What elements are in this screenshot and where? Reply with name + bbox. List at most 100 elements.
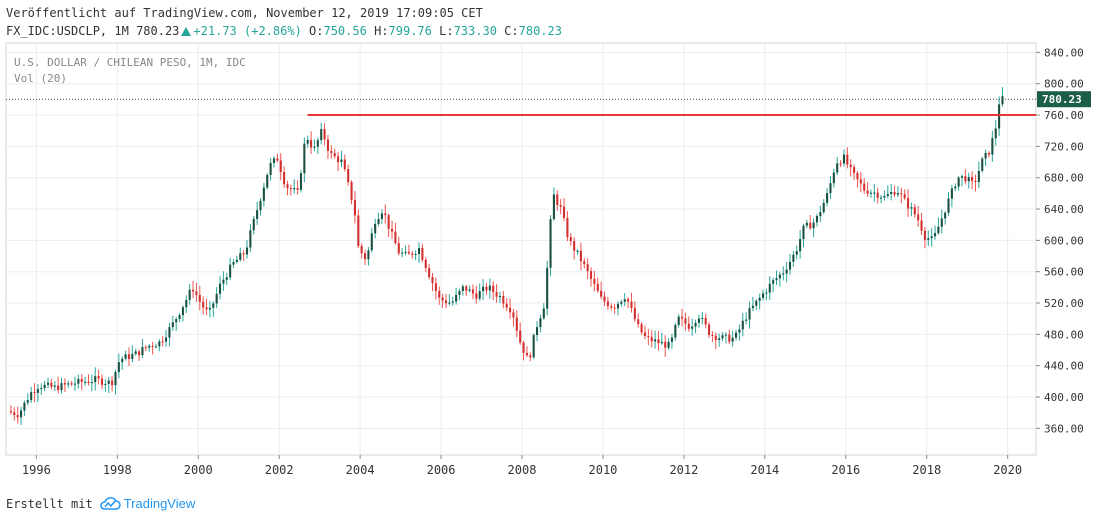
candle-body xyxy=(815,216,819,223)
chart-legend-title: U.S. DOLLAR / CHILEAN PESO, 1M, IDC xyxy=(14,56,246,69)
candle-body xyxy=(667,341,670,348)
candle-body xyxy=(330,150,333,154)
candles xyxy=(9,87,1004,426)
candle-body xyxy=(768,283,771,293)
candle-body xyxy=(208,307,211,310)
candle-body xyxy=(394,231,397,244)
y-tick-label: 440.00 xyxy=(1044,360,1084,373)
candle-body xyxy=(461,286,464,291)
candle-body xyxy=(205,307,208,310)
candle-body xyxy=(731,337,734,342)
candle-body xyxy=(36,389,39,393)
candle-body xyxy=(532,334,535,358)
candle-body xyxy=(630,301,633,308)
candle-body xyxy=(242,253,245,255)
cloud-icon xyxy=(99,496,121,510)
candle-body xyxy=(734,332,738,338)
candle-body xyxy=(90,382,93,384)
candle-body xyxy=(600,290,603,297)
candle-body xyxy=(171,322,174,328)
candle-body xyxy=(134,351,137,354)
candle-body xyxy=(313,146,316,148)
candle-body xyxy=(498,295,502,297)
candle-body xyxy=(131,353,134,359)
candle-body xyxy=(165,337,168,342)
candle-body xyxy=(920,220,923,231)
candle-body xyxy=(121,358,124,363)
high-label: H: xyxy=(374,24,389,38)
candle-body xyxy=(633,307,636,320)
candle-body xyxy=(886,194,889,197)
candle-body xyxy=(414,253,417,255)
candle-body xyxy=(586,264,589,272)
high-value: 799.76 xyxy=(388,24,432,38)
candle-body xyxy=(482,286,485,292)
tradingview-brand: TradingView xyxy=(123,496,196,511)
x-axis: 1996 1998 2000 2002 2004 2006 2008 2010 2012 2014… xyxy=(22,455,1022,477)
candle-body xyxy=(573,241,576,251)
candle-body xyxy=(960,176,964,178)
candle-body xyxy=(613,307,616,309)
candle-body xyxy=(387,215,390,229)
candle-body xyxy=(384,213,387,216)
candle-body xyxy=(799,239,802,252)
candle-body xyxy=(357,215,360,247)
made-with-label: Erstellt mit xyxy=(6,496,93,511)
candle-body xyxy=(761,293,765,298)
candle-body xyxy=(842,154,846,164)
x-tick-label: 2004 xyxy=(346,463,375,477)
candle-body xyxy=(596,283,599,291)
candle-body xyxy=(178,315,181,320)
open-label: O: xyxy=(309,24,324,38)
candle-body xyxy=(927,238,930,240)
candle-body xyxy=(515,317,518,331)
candle-body xyxy=(468,289,471,291)
candle-body xyxy=(70,383,73,385)
candle-body xyxy=(569,237,572,242)
tradingview-logo[interactable]: TradingView xyxy=(99,496,196,511)
candle-body xyxy=(19,410,23,418)
candle-body xyxy=(364,253,367,260)
candle-body xyxy=(603,296,606,302)
candle-body xyxy=(714,335,717,340)
candle-body xyxy=(374,223,377,234)
candle-body xyxy=(222,279,225,284)
candle-body xyxy=(404,251,407,253)
candle-body xyxy=(232,261,235,265)
x-tick-label: 2020 xyxy=(993,463,1022,477)
y-tick-label: 400.00 xyxy=(1044,391,1084,404)
y-tick-label: 760.00 xyxy=(1044,109,1084,122)
candle-body xyxy=(893,192,896,195)
candle-body xyxy=(40,388,43,390)
candle-body xyxy=(13,412,16,416)
candle-body xyxy=(293,188,296,190)
candle-body xyxy=(954,186,957,189)
candle-body xyxy=(154,346,157,348)
candle-body xyxy=(77,378,80,384)
candle-body xyxy=(316,140,319,147)
candle-body xyxy=(276,158,279,161)
candle-body xyxy=(937,226,940,234)
candle-body xyxy=(684,318,687,324)
candle-body xyxy=(977,170,980,183)
candle-body xyxy=(616,303,620,309)
x-tick-label: 2012 xyxy=(669,463,698,477)
footer: Erstellt mit TradingView xyxy=(6,496,195,511)
candle-body xyxy=(863,183,866,191)
candle-body xyxy=(694,322,697,327)
candle-body xyxy=(556,194,559,206)
candle-body xyxy=(950,188,953,199)
candle-body xyxy=(741,320,744,330)
last-price-tag-bg xyxy=(1037,91,1091,108)
symbol-label: FX_IDC:USDCLP, 1M xyxy=(6,24,129,38)
candle-body xyxy=(218,283,222,294)
candle-body xyxy=(326,139,329,151)
candle-body xyxy=(202,301,205,308)
candle-body xyxy=(549,219,552,268)
candle-body xyxy=(333,153,336,157)
candle-body xyxy=(67,383,70,385)
low-label: L: xyxy=(439,24,454,38)
candle-body xyxy=(492,285,495,293)
candle-body xyxy=(529,355,532,358)
